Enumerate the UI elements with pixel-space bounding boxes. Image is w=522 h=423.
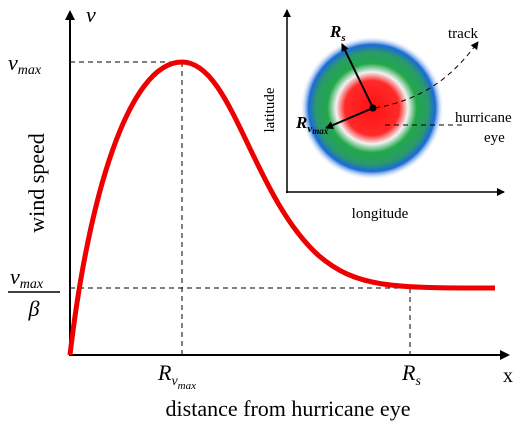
v-max-label: vmax xyxy=(8,50,42,78)
r-s-arrow xyxy=(341,43,374,109)
beta-label: β xyxy=(28,296,40,321)
x-symbol: x xyxy=(503,365,513,387)
r-vmax-label: Rvmax xyxy=(157,360,196,392)
track-label: track xyxy=(448,26,478,42)
eye-dot xyxy=(369,104,377,112)
track-line xyxy=(374,41,479,109)
eye-label-2: eye xyxy=(484,130,505,146)
inset-y-label: latitude xyxy=(262,87,278,132)
eye-label-1: hurricane xyxy=(455,110,512,126)
x-label: distance from hurricane eye xyxy=(166,396,411,421)
inset-r-vmax-label: Rvmax xyxy=(295,113,329,136)
guide-lines xyxy=(70,61,411,355)
inset-x-label: longitude xyxy=(352,206,409,222)
y-label: wind speed xyxy=(24,133,49,233)
inset: latitude longitude track hurricane eye R… xyxy=(262,9,512,222)
v-max-numerator: vmax xyxy=(10,264,44,292)
r-vmax-arrow xyxy=(325,107,374,129)
inset-r-s-label: Rs xyxy=(329,22,346,44)
y-symbol: v xyxy=(86,2,96,27)
wind-profile-curve xyxy=(67,59,496,356)
r-s-label: Rs xyxy=(401,360,421,389)
